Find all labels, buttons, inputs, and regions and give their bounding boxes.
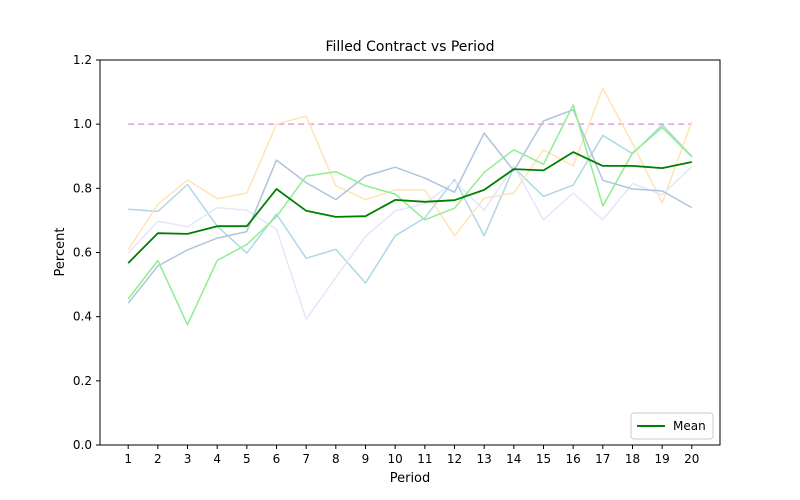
chart-title: Filled Contract vs Period xyxy=(325,39,494,55)
x-tick-label: 5 xyxy=(243,452,251,466)
x-tick-label: 3 xyxy=(184,452,192,466)
x-tick-label: 19 xyxy=(655,452,670,466)
x-tick-label: 18 xyxy=(625,452,640,466)
series-line-4 xyxy=(127,108,693,304)
x-tick-label: 8 xyxy=(332,452,340,466)
y-tick-label: 0.6 xyxy=(73,246,92,260)
x-tick-label: 15 xyxy=(536,452,551,466)
x-tick-label: 10 xyxy=(388,452,403,466)
x-tick-label: 11 xyxy=(417,452,432,466)
legend-label-mean: Mean xyxy=(673,419,706,433)
series-line-5 xyxy=(127,104,693,326)
x-tick-label: 2 xyxy=(154,452,162,466)
x-tick-label: 6 xyxy=(273,452,281,466)
x-tick-label: 17 xyxy=(595,452,610,466)
y-tick-label: 0.0 xyxy=(73,438,92,452)
x-tick-label: 7 xyxy=(302,452,310,466)
x-tick-label: 13 xyxy=(477,452,492,466)
y-axis-label: Percent xyxy=(53,228,68,277)
x-tick-label: 9 xyxy=(362,452,370,466)
x-tick-label: 4 xyxy=(213,452,221,466)
x-tick-label: 1 xyxy=(124,452,132,466)
series-line-mean xyxy=(127,151,692,264)
series-line-2 xyxy=(127,87,693,251)
x-tick-label: 20 xyxy=(684,452,699,466)
y-tick-label: 0.2 xyxy=(73,374,92,388)
x-tick-label: 14 xyxy=(506,452,521,466)
legend: Mean xyxy=(630,412,714,440)
y-tick-label: 0.8 xyxy=(73,181,92,195)
legend-box xyxy=(630,412,714,440)
series-line-1 xyxy=(128,124,693,284)
y-tick-label: 0.4 xyxy=(73,310,92,324)
x-tick-label: 12 xyxy=(447,452,462,466)
x-tick-label: 16 xyxy=(566,452,581,466)
x-axis-label: Period xyxy=(390,471,431,486)
y-tick-label: 1.2 xyxy=(73,53,92,67)
plot-background xyxy=(100,60,720,445)
y-tick-label: 1.0 xyxy=(73,117,92,131)
